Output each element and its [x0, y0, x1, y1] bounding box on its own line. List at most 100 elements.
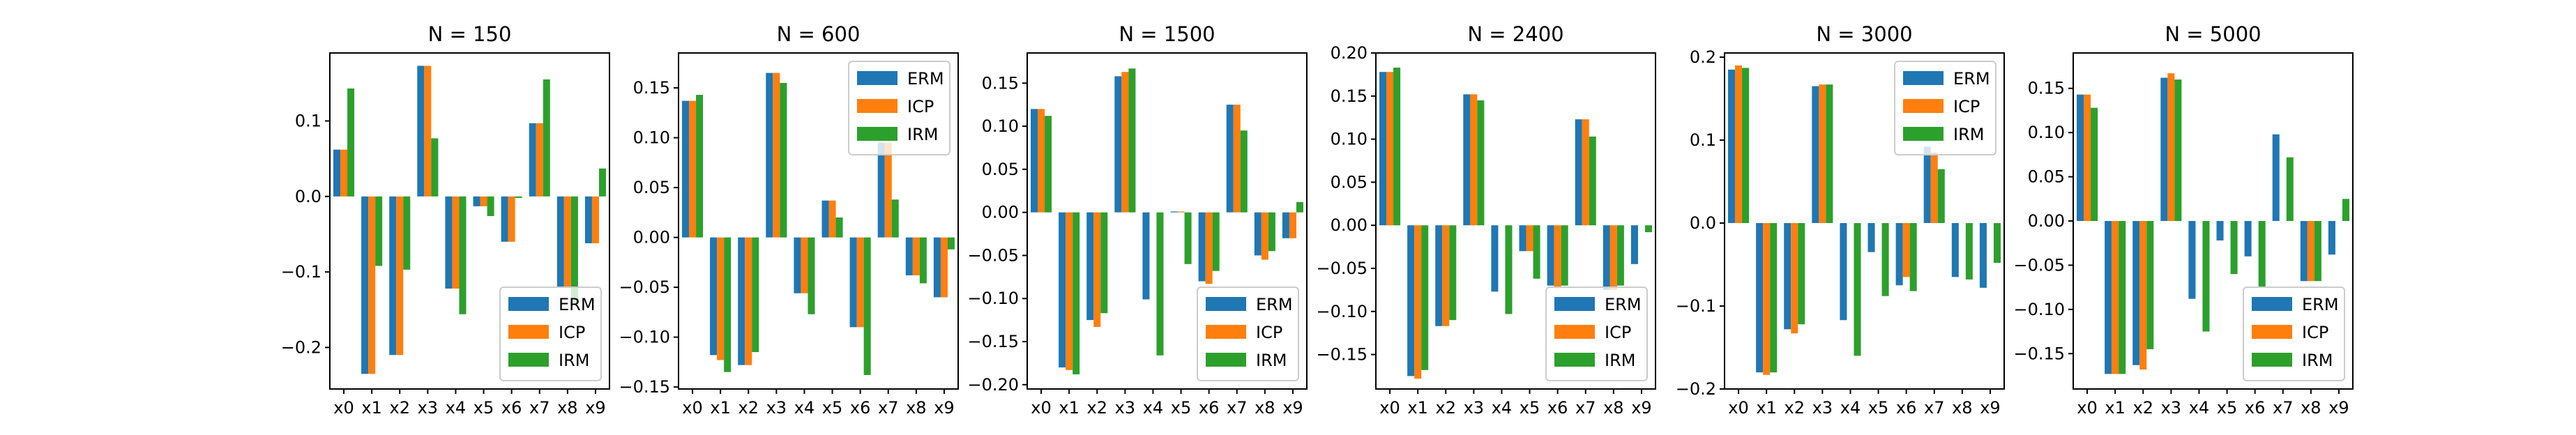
legend-label-erm: ERM	[1256, 295, 1293, 314]
x-tick-label: x3	[766, 398, 787, 418]
bar-erm-x7	[2272, 134, 2280, 221]
bar-irm-x8	[1965, 222, 1973, 280]
x-tick-label: x3	[2161, 398, 2181, 418]
y-tick-label: −0.20	[967, 375, 1019, 395]
bar-icp-x2	[1093, 212, 1101, 328]
x-tick-label: x4	[1492, 398, 1512, 418]
y-tick-label: 0.20	[1331, 43, 1367, 63]
y-tick-label: −0.15	[619, 377, 670, 397]
bar-irm-x8	[1616, 225, 1624, 286]
x-tick-label: x1	[1407, 398, 1427, 418]
legend-swatch-erm	[1206, 297, 1246, 311]
bar-erm-x1	[1407, 225, 1415, 376]
bar-erm-x1	[1756, 222, 1764, 373]
bar-erm-x1	[1059, 212, 1066, 368]
legend-label-erm: ERM	[907, 69, 944, 89]
legend-label-irm: IRM	[2302, 351, 2333, 370]
bar-irm-x7	[1589, 136, 1596, 226]
bar-irm-x9	[598, 168, 606, 197]
bar-erm-x6	[2244, 221, 2252, 257]
y-tick-label: −0.10	[1316, 302, 1367, 321]
bar-icp-x1	[1066, 212, 1073, 370]
bar-icp-x2	[2139, 221, 2147, 370]
y-tick-label: −0.1	[1676, 296, 1716, 316]
bar-erm-x8	[556, 196, 564, 287]
bar-erm-x8	[1603, 225, 1610, 290]
bar-erm-x8	[2300, 221, 2308, 282]
bar-icp-x0	[2084, 94, 2091, 221]
bar-icp-x0	[340, 149, 348, 197]
bar-irm-x2	[403, 196, 411, 270]
bar-icp-x3	[1819, 84, 1826, 223]
bar-irm-x3	[1826, 84, 1833, 223]
legend-label-irm: IRM	[907, 125, 938, 144]
chart-panel-5: −0.15 −0.10 −0.05 0.00 0.05 0.10 0.15 x0 x1 x2 x3 x…	[2013, 22, 2354, 418]
legend-label-icp: ICP	[559, 323, 585, 342]
x-tick-label: x0	[1728, 398, 1748, 418]
x-tick-label: x5	[2217, 398, 2237, 418]
legend-swatch-erm	[508, 297, 549, 311]
bar-icp-x1	[717, 237, 725, 360]
legend-swatch-erm	[1554, 297, 1595, 311]
bar-icp-x8	[1609, 225, 1617, 290]
y-tick-label: −0.15	[1316, 345, 1367, 365]
bar-erm-x5	[1170, 211, 1178, 213]
legend-swatch-icp	[857, 99, 897, 113]
bar-irm-x5	[2230, 221, 2238, 275]
bar-icp-x8	[912, 237, 920, 275]
bar-icp-x6	[508, 196, 515, 242]
x-tick-label: x8	[1255, 398, 1275, 418]
bar-erm-x5	[473, 196, 480, 206]
bar-irm-x7	[543, 79, 550, 197]
x-tick-label: x0	[2077, 398, 2097, 418]
y-tick-label: 0.05	[1331, 172, 1367, 192]
chart-title: N = 5000	[2165, 22, 2261, 46]
y-tick-label: −0.2	[1676, 379, 1716, 399]
x-tick-label: x7	[1227, 398, 1247, 418]
bar-icp-x4	[801, 237, 808, 293]
bar-irm-x7	[1240, 130, 1248, 213]
chart-title: N = 600	[777, 22, 861, 46]
bar-icp-x7	[1582, 119, 1589, 226]
x-tick-label: x2	[738, 398, 759, 418]
bar-irm-x5	[487, 196, 494, 216]
x-tick-label: x5	[1520, 398, 1540, 418]
bar-irm-x6	[1909, 222, 1917, 291]
bar-icp-x5	[1526, 225, 1533, 252]
y-tick-label: −0.10	[619, 328, 670, 347]
y-tick-label: 0.15	[1331, 86, 1367, 106]
x-tick-label: x7	[2273, 398, 2293, 418]
x-tick-label: x2	[1436, 398, 1456, 418]
bar-irm-x5	[1881, 222, 1889, 296]
legend: ERM ICP IRM	[499, 287, 602, 381]
bar-erm-x3	[417, 66, 425, 197]
x-tick-label: x8	[557, 398, 577, 418]
bar-erm-x0	[333, 149, 341, 197]
legend-swatch-erm	[2252, 297, 2292, 311]
axes-frame	[329, 52, 610, 390]
bar-icp-x3	[424, 66, 432, 197]
bar-irm-x2	[1798, 222, 1805, 325]
bar-irm-x2	[2146, 221, 2154, 349]
bar-erm-x4	[794, 237, 801, 293]
y-tick-label: 0.10	[982, 116, 1019, 136]
bar-irm-x0	[2091, 107, 2098, 221]
y-tick-label: 0.1	[1690, 130, 1716, 150]
bar-erm-x9	[584, 196, 592, 243]
x-tick-label: x8	[1952, 398, 1972, 418]
x-tick-label: x9	[585, 398, 605, 418]
bar-icp-x2	[1791, 222, 1798, 334]
bar-erm-x9	[1630, 225, 1638, 264]
y-tick-label: 0.00	[2028, 211, 2065, 231]
bar-icp-x6	[1205, 212, 1213, 284]
legend-label-erm: ERM	[1605, 295, 1642, 314]
y-tick-label: −0.10	[2013, 300, 2065, 319]
y-tick-label: 0.00	[1331, 215, 1367, 235]
bar-erm-x2	[389, 196, 397, 356]
bar-icp-x2	[745, 237, 752, 365]
bar-erm-x2	[2132, 221, 2140, 365]
bar-icp-x3	[2167, 73, 2175, 221]
x-tick-label: x3	[1115, 398, 1135, 418]
bar-erm-x6	[1547, 225, 1554, 286]
bar-erm-x7	[1575, 119, 1582, 226]
